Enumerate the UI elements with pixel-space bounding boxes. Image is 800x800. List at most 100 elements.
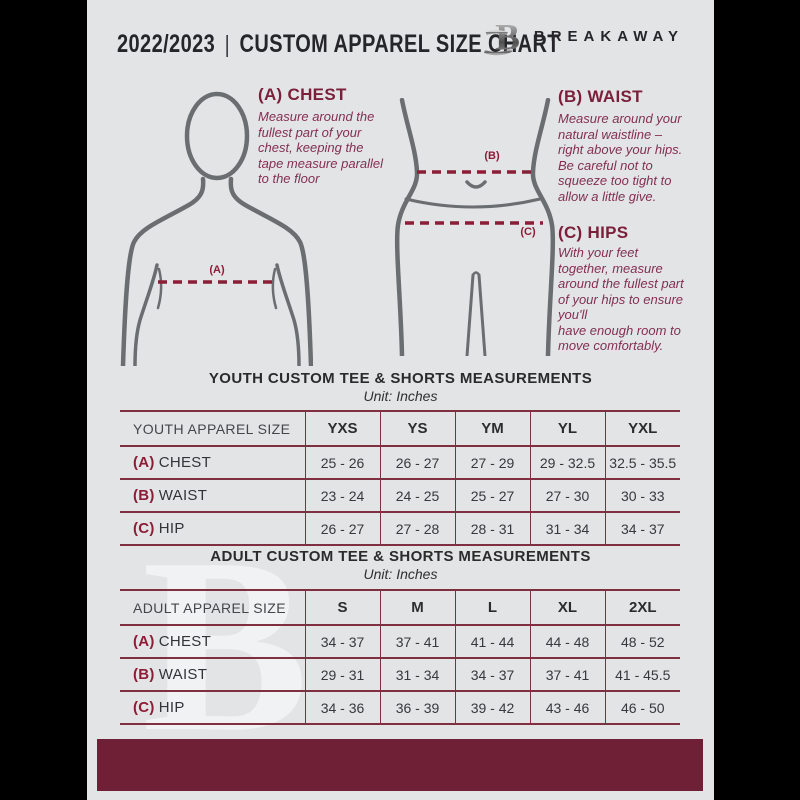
cell: 34 - 37 <box>604 512 680 545</box>
row-label-text: CHEST <box>158 454 212 471</box>
cell: 26 - 27 <box>379 446 455 479</box>
row-prefix: (C) <box>133 520 155 537</box>
table-row: (C) HIP 26 - 27 27 - 28 28 - 31 31 - 34 3… <box>120 512 680 545</box>
column-header: YXL <box>604 411 680 446</box>
cell: 46 - 50 <box>604 691 680 724</box>
logo-swoosh-bottom <box>483 48 513 56</box>
cell: 25 - 27 <box>454 479 530 512</box>
column-header: YOUTH APPAREL SIZE <box>133 420 291 437</box>
figure-navel <box>465 180 487 189</box>
cell: 39 - 42 <box>454 691 530 724</box>
figure-left-arm <box>133 263 159 366</box>
table-row: (A) CHEST 34 - 37 37 - 41 41 - 44 44 - 48… <box>120 625 680 658</box>
cell: 29 - 32.5 <box>529 446 605 479</box>
size-chart-page: B 2022/2023 | CUSTOM APPAREL SIZE CHART B … <box>87 0 714 800</box>
table-row: (B) WAIST 23 - 24 24 - 25 25 - 27 27 - 30… <box>120 479 680 512</box>
logo-swoosh-top <box>485 30 508 36</box>
cell: 41 - 45.5 <box>604 658 680 691</box>
row-label-text: WAIST <box>158 666 208 683</box>
row-prefix: (B) <box>133 487 155 504</box>
waist-marker-label: (B) <box>484 150 500 162</box>
figure-left-side <box>156 267 163 310</box>
row-label: (C) HIP <box>120 691 305 724</box>
figure-right-torso <box>530 98 556 356</box>
cell: 27 - 30 <box>529 479 605 512</box>
cell: 37 - 41 <box>529 658 605 691</box>
figure-right-shoulder <box>228 176 313 366</box>
brand-watermark: B <box>142 507 309 784</box>
column-header: XL <box>529 590 605 625</box>
figure-crotch <box>471 271 481 277</box>
table-row: (A) CHEST 25 - 26 26 - 27 27 - 29 29 - 32… <box>120 446 680 479</box>
breakaway-logo-icon: B <box>483 18 520 58</box>
cell: 32.5 - 35.5 <box>604 446 680 479</box>
row-label-text: HIP <box>158 520 185 537</box>
table-header-row: ADULT APPAREL SIZE S M L XL 2XL <box>120 590 680 625</box>
cell: 34 - 37 <box>304 625 380 658</box>
row-prefix: (C) <box>133 699 155 716</box>
figure-right-leg <box>477 273 487 356</box>
cell: 43 - 46 <box>529 691 605 724</box>
youth-table-title: YOUTH CUSTOM TEE & SHORTS MEASUREMENTS <box>208 370 593 387</box>
cell: 44 - 48 <box>529 625 605 658</box>
column-header: 2XL <box>604 590 680 625</box>
row-label-text: WAIST <box>158 487 208 504</box>
title-year: 2022/2023 <box>117 30 216 58</box>
upper-body-figure <box>120 91 313 366</box>
cell: 48 - 52 <box>604 625 680 658</box>
row-label: (A) CHEST <box>120 446 305 479</box>
cell: 27 - 28 <box>379 512 455 545</box>
column-header: YS <box>379 411 455 446</box>
cell: 34 - 37 <box>454 658 530 691</box>
cell: 27 - 29 <box>454 446 530 479</box>
figure-head <box>184 91 250 181</box>
cell: 29 - 31 <box>304 658 380 691</box>
row-prefix: (B) <box>133 666 155 683</box>
figure-left-torso <box>394 98 420 356</box>
cell: 34 - 36 <box>304 691 380 724</box>
column-header: S <box>304 590 380 625</box>
footer-bar <box>97 739 703 791</box>
row-label-text: HIP <box>158 699 185 716</box>
figure-right-arm <box>275 263 301 366</box>
youth-size-table: YOUTH APPAREL SIZE YXS YS YM YL YXL (A) C… <box>120 410 680 546</box>
figure-left-shoulder <box>120 176 206 366</box>
brand-lockup: B BREAKAWAY <box>483 14 684 58</box>
adult-table-title: ADULT CUSTOM TEE & SHORTS MEASUREMENTS <box>210 548 591 565</box>
lower-body-figure <box>394 98 556 356</box>
row-label: (C) HIP <box>120 512 305 545</box>
table-header-row: YOUTH APPAREL SIZE YXS YS YM YL YXL <box>120 411 680 446</box>
figure-right-side <box>271 267 278 310</box>
figure-hip-curve <box>404 197 542 209</box>
cell: 41 - 44 <box>454 625 530 658</box>
hips-description: With your feet together, measure around … <box>558 245 684 353</box>
waist-heading: (B) WAIST <box>558 87 643 106</box>
chest-description: Measure around the fullest part of your … <box>258 109 384 186</box>
row-label: (B) WAIST <box>120 658 305 691</box>
cell: 31 - 34 <box>379 658 455 691</box>
figure-left-leg <box>465 273 475 356</box>
adult-table-unit: Unit: Inches <box>363 566 438 582</box>
cell: 26 - 27 <box>304 512 380 545</box>
row-prefix: (A) <box>133 633 155 650</box>
cell: 31 - 34 <box>529 512 605 545</box>
title-separator: | <box>224 31 230 57</box>
cell: 23 - 24 <box>304 479 380 512</box>
hips-heading: (C) HIPS <box>558 223 629 242</box>
column-header: L <box>454 590 530 625</box>
column-header: M <box>379 590 455 625</box>
row-label: (A) CHEST <box>120 625 305 658</box>
chest-heading: (A) CHEST <box>258 85 347 104</box>
chest-marker-label: (A) <box>209 264 225 276</box>
row-prefix: (A) <box>133 454 155 471</box>
cell: 37 - 41 <box>379 625 455 658</box>
cell: 36 - 39 <box>379 691 455 724</box>
table-row: (C) HIP 34 - 36 36 - 39 39 - 42 43 - 46 4… <box>120 691 680 724</box>
cell: 25 - 26 <box>304 446 380 479</box>
column-header: YL <box>529 411 605 446</box>
adult-size-table: ADULT APPAREL SIZE S M L XL 2XL (A) CHEST… <box>120 589 680 725</box>
column-header: ADULT APPAREL SIZE <box>133 599 286 616</box>
row-label-text: CHEST <box>158 633 212 650</box>
waist-description: Measure around your natural waistline – … <box>558 111 683 204</box>
brand-name: BREAKAWAY <box>533 27 684 45</box>
